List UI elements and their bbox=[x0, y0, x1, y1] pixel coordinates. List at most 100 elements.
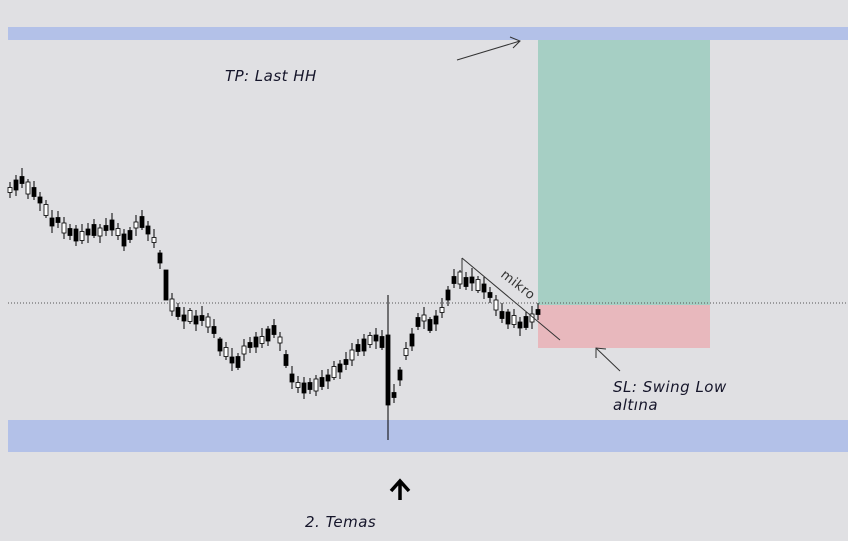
candle-body bbox=[223, 347, 229, 357]
candle-body bbox=[409, 333, 415, 347]
candle-body bbox=[199, 315, 205, 321]
touch-label: 2. Temas bbox=[305, 513, 376, 531]
candle-body bbox=[193, 315, 199, 325]
support-zone bbox=[8, 420, 848, 452]
candle-body bbox=[301, 382, 307, 394]
candle-body bbox=[211, 326, 217, 334]
sl-arrow bbox=[595, 347, 621, 372]
candle-body bbox=[415, 317, 421, 327]
candle-body bbox=[385, 334, 391, 406]
candle-body bbox=[187, 310, 193, 322]
candle-body bbox=[439, 307, 445, 313]
candle-body bbox=[433, 315, 439, 325]
take-profit-zone bbox=[538, 40, 710, 305]
candle-body bbox=[289, 373, 295, 383]
candle-body bbox=[175, 307, 181, 317]
candle-body bbox=[283, 354, 289, 366]
candle-body bbox=[157, 252, 163, 264]
candle-body bbox=[523, 316, 529, 328]
candle-body bbox=[379, 336, 385, 348]
sl-arrowhead bbox=[595, 347, 607, 358]
sl-label: SL: Swing Low bbox=[613, 378, 727, 396]
candle-body bbox=[91, 224, 97, 236]
trend-line bbox=[461, 257, 561, 341]
candle-body bbox=[169, 298, 175, 312]
candle-body bbox=[133, 221, 139, 229]
candle-body bbox=[97, 227, 103, 237]
candle-body bbox=[511, 315, 517, 325]
candle-body bbox=[181, 314, 187, 322]
tp-arrowhead bbox=[509, 36, 521, 49]
candle-body bbox=[49, 217, 55, 227]
candle-body bbox=[79, 231, 85, 241]
candle-body bbox=[229, 356, 235, 364]
candle-body bbox=[61, 222, 67, 234]
candle-body bbox=[25, 181, 31, 195]
candle-body bbox=[19, 176, 25, 184]
candle-body bbox=[421, 314, 427, 322]
candle-body bbox=[265, 328, 271, 342]
candle-body bbox=[475, 279, 481, 291]
candle-body bbox=[469, 276, 475, 284]
candle-body bbox=[355, 344, 361, 352]
resistance-zone bbox=[8, 27, 848, 40]
candle-body bbox=[241, 345, 247, 355]
candle-body bbox=[361, 338, 367, 352]
candle-body bbox=[517, 321, 523, 329]
candle-body bbox=[277, 336, 283, 344]
candle-body bbox=[67, 228, 73, 236]
candle-body bbox=[463, 277, 469, 287]
candle-body bbox=[427, 319, 433, 331]
tp-arrow bbox=[456, 40, 521, 61]
candle-body bbox=[7, 187, 13, 193]
candle-body bbox=[499, 311, 505, 319]
candle-body bbox=[121, 233, 127, 247]
candle-body bbox=[445, 289, 451, 301]
candle-body bbox=[235, 356, 241, 368]
candle-body bbox=[373, 334, 379, 342]
candle-body bbox=[205, 316, 211, 328]
candle-body bbox=[259, 336, 265, 344]
candle-body bbox=[331, 366, 337, 378]
stop-loss-zone bbox=[538, 305, 710, 348]
candle-body bbox=[319, 377, 325, 387]
candle-body bbox=[127, 230, 133, 240]
candle-body bbox=[391, 392, 397, 398]
candle-body bbox=[109, 219, 115, 231]
sl-label-2: altına bbox=[613, 396, 658, 414]
candle-body bbox=[343, 359, 349, 365]
tp-label: TP: Last HH bbox=[225, 67, 317, 85]
candle-body bbox=[13, 179, 19, 191]
candle-body bbox=[151, 237, 157, 243]
candle-body bbox=[139, 216, 145, 228]
candle-body bbox=[307, 382, 313, 390]
candle-body bbox=[85, 228, 91, 236]
candle-body bbox=[367, 335, 373, 345]
candle-body bbox=[163, 269, 169, 301]
candle-body bbox=[145, 225, 151, 235]
candle-body bbox=[487, 292, 493, 298]
candle-body bbox=[271, 325, 277, 335]
candle-body bbox=[295, 382, 301, 388]
candle-body bbox=[451, 276, 457, 284]
candle-body bbox=[493, 299, 499, 311]
candle-body bbox=[37, 196, 43, 204]
candle-body bbox=[313, 378, 319, 392]
candle-body bbox=[115, 228, 121, 236]
up-arrow bbox=[389, 478, 411, 500]
candle-body bbox=[247, 342, 253, 348]
candle-body bbox=[535, 309, 541, 315]
candle-body bbox=[55, 217, 61, 223]
candle-body bbox=[337, 363, 343, 373]
candle-body bbox=[457, 271, 463, 285]
candle-body bbox=[505, 311, 511, 325]
candle-body bbox=[397, 369, 403, 381]
candle-body bbox=[349, 349, 355, 361]
candle-body bbox=[325, 374, 331, 382]
candle-body bbox=[43, 204, 49, 216]
candle-body bbox=[73, 228, 79, 242]
candle-body bbox=[481, 283, 487, 293]
